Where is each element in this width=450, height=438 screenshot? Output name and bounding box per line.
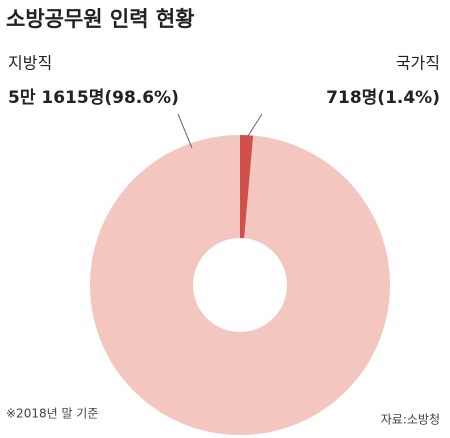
category-label: 지방직 bbox=[8, 54, 52, 73]
pie-slice bbox=[90, 135, 391, 435]
leader-line bbox=[247, 113, 263, 137]
source: 자료:소방청 bbox=[381, 413, 440, 427]
value-label: 718명(1.4%) bbox=[326, 88, 440, 108]
value-label: 5만 1615명(98.6%) bbox=[8, 88, 179, 108]
category-label: 국가직 bbox=[396, 54, 440, 73]
chart-title: 소방공무원 인력 현황 bbox=[6, 7, 195, 31]
leader-line bbox=[177, 113, 193, 149]
pie-slice bbox=[240, 135, 254, 239]
footnote: ※2018년 말 기준 bbox=[6, 407, 98, 421]
